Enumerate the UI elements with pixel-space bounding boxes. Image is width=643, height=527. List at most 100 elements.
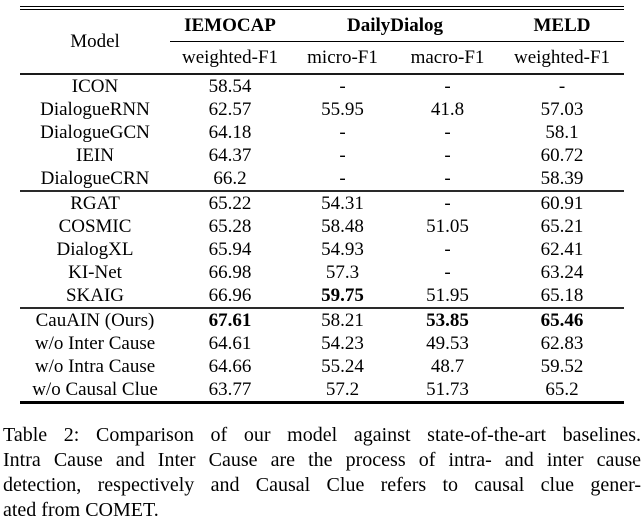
column-group-dailydialog: DailyDialog xyxy=(290,8,500,42)
score-cell: 65.28 xyxy=(208,215,252,237)
score-cell: 55.24 xyxy=(321,355,364,377)
score-cell: 58.1 xyxy=(545,121,579,143)
table-row: w/o Causal Clue 63.77 57.2 51.73 65.2 xyxy=(20,378,624,403)
model-name-cell: DialogueCRN xyxy=(40,167,150,189)
score-cell: 59.52 xyxy=(540,355,584,377)
column-header-dailydialog-micro-f1: micro-F1 xyxy=(290,41,395,75)
score-cell: 63.77 xyxy=(208,378,252,400)
score-cell: - xyxy=(395,190,500,215)
table-row: IEIN 64.37 - - 60.72 xyxy=(20,144,624,167)
score-cell: 64.37 xyxy=(208,144,252,166)
score-cell: 51.73 xyxy=(426,378,469,400)
score-cell: 64.66 xyxy=(208,355,252,377)
model-name-cell: w/o Intra Cause xyxy=(34,355,156,377)
score-cell: 58.48 xyxy=(321,215,364,237)
caption-line: ated from COMET. xyxy=(3,499,159,521)
score-cell: 59.75 xyxy=(321,284,364,306)
table-row: SKAIG 66.96 59.75 51.95 65.18 xyxy=(20,284,624,308)
score-cell: 62.57 xyxy=(208,98,252,120)
table-body: ICON 58.54- - - DialogueRNN 62.57 55.95 41.8 57.… xyxy=(20,74,624,403)
score-cell: 58.21 xyxy=(290,307,395,332)
score-cell: - xyxy=(444,238,451,260)
score-cell: 54.31 xyxy=(290,190,395,215)
table-row: ICON 58.54 - - - xyxy=(20,74,624,98)
score-cell: 65.94 xyxy=(208,238,252,260)
results-table: Model IEMOCAP DailyDialog MELD weighted-… xyxy=(20,6,624,404)
table-row: DialogXL 65.94 54.93 - 62.41 xyxy=(20,238,624,261)
score-cell: - xyxy=(444,261,451,283)
model-name-cell: IEIN xyxy=(76,144,114,166)
score-cell: - xyxy=(558,75,566,97)
model-name-cell: ICON xyxy=(71,75,119,97)
model-name-cell: DialogueGCN xyxy=(40,121,150,143)
score-cell: - xyxy=(339,75,346,97)
score-cell: 62.41 xyxy=(540,238,584,260)
model-name-cell: COSMIC xyxy=(58,215,132,237)
score-cell: 64.18 xyxy=(208,121,252,143)
score-cell: - xyxy=(339,121,346,143)
score-cell: 57.2 xyxy=(325,378,360,400)
score-cell: 65.21 xyxy=(540,215,584,237)
score-cell: 51.05 xyxy=(426,215,469,237)
model-name-cell: SKAIG xyxy=(65,284,125,306)
table-caption: Table 2: Comparison of our model against… xyxy=(3,423,641,523)
caption-line: Intra Cause and Inter Cause are the proc… xyxy=(3,449,641,471)
table-row: KI-Net 66.98 57.3 - 63.24 xyxy=(20,261,624,284)
model-name-cell: w/o Inter Cause xyxy=(34,332,156,354)
column-header-model: Model xyxy=(20,8,170,75)
score-cell: 67.61 xyxy=(170,307,290,332)
column-group-iemocap: IEMOCAP xyxy=(170,8,290,42)
table-header: Model IEMOCAP DailyDialog MELD weighted-… xyxy=(20,8,624,75)
score-cell: - xyxy=(444,144,451,166)
score-cell: 58.39 xyxy=(540,167,584,189)
score-cell: 66.96 xyxy=(208,284,252,306)
model-name-cell: DialogXL xyxy=(56,238,134,260)
model-name-cell: RGAT xyxy=(20,190,170,215)
column-header-iemocap-weighted-f1: weighted-F1 xyxy=(170,41,290,75)
score-cell: 62.83 xyxy=(540,332,584,354)
score-cell: - xyxy=(339,167,346,189)
score-cell: 66.98 xyxy=(208,261,252,283)
score-cell: 60.72 xyxy=(540,144,584,166)
score-cell: 65.46 xyxy=(500,307,624,332)
score-cell: 66.2 xyxy=(213,167,247,189)
score-cell: 65.2 xyxy=(545,378,579,400)
column-header-meld-weighted-f1: weighted-F1 xyxy=(500,41,624,75)
caption-line: detection, respectively and Causal Clue … xyxy=(3,474,641,496)
table-row: COSMIC 65.28 58.48 51.05 65.21 xyxy=(20,215,624,238)
score-cell: - xyxy=(444,167,451,189)
score-cell: 65.22 xyxy=(170,190,290,215)
score-cell: 41.8 xyxy=(430,98,465,120)
column-group-meld: MELD xyxy=(500,8,624,42)
score-cell: 55.95 xyxy=(321,98,364,120)
score-cell: - xyxy=(444,121,451,143)
table-row: DialogueGCN 64.18 - - 58.1 xyxy=(20,121,624,144)
score-cell: 51.95 xyxy=(426,284,469,306)
metric-header-row: weighted-F1 micro-F1 macro-F1 weighted-F… xyxy=(20,41,624,75)
table-row: w/o Inter Cause 64.61 54.23 49.53 62.83 xyxy=(20,332,624,355)
score-cell: 58.54 xyxy=(208,75,252,97)
score-cell: 49.53 xyxy=(426,332,469,354)
score-cell: 63.24 xyxy=(540,261,584,283)
score-cell: 57.3 xyxy=(325,261,360,283)
caption-line: Table 2: Comparison of our model against… xyxy=(3,424,641,446)
score-cell: 60.91 xyxy=(500,190,624,215)
score-cell: 54.23 xyxy=(321,332,364,354)
score-cell: 54.93 xyxy=(321,238,364,260)
model-name-cell: KI-Net xyxy=(68,261,122,283)
table-row: CauAIN (Ours) 67.61 58.21 53.85 65.46 xyxy=(20,307,624,332)
model-name-cell: DialogueRNN xyxy=(40,98,150,120)
score-cell: 65.18 xyxy=(540,284,584,306)
table-row: DialogueCRN 66.2 - - 58.39 xyxy=(20,167,624,191)
dataset-header-row: Model IEMOCAP DailyDialog MELD xyxy=(20,8,624,75)
score-cell: 64.61 xyxy=(208,332,252,354)
model-name-cell: CauAIN (Ours) xyxy=(20,307,170,332)
score-cell: 57.03 xyxy=(540,98,584,120)
table-row: RGAT 65.22 54.31-60.91 xyxy=(20,190,624,215)
model-name-cell: w/o Causal Clue xyxy=(32,378,158,400)
score-cell: - xyxy=(444,75,451,97)
score-cell: 53.85 xyxy=(395,307,500,332)
score-cell: 48.7 xyxy=(430,355,465,377)
column-header-dailydialog-macro-f1: macro-F1 xyxy=(395,41,500,75)
